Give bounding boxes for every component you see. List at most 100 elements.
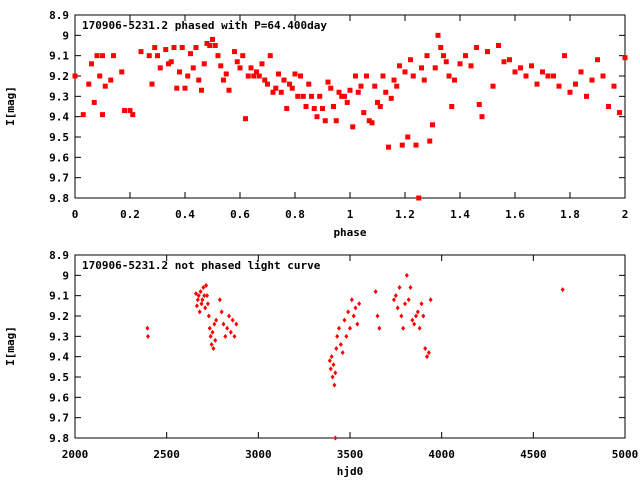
data-point bbox=[328, 366, 333, 372]
data-point bbox=[303, 104, 309, 109]
data-point bbox=[416, 195, 422, 201]
data-point bbox=[490, 83, 496, 89]
unphased-y-tick-label: 9.2 bbox=[49, 310, 69, 323]
unphased-x-tick-label: 3500 bbox=[337, 448, 364, 461]
data-point bbox=[145, 325, 150, 331]
unphased-x-axis-label: hjd0 bbox=[337, 465, 364, 478]
data-point bbox=[205, 293, 209, 299]
data-point bbox=[188, 51, 193, 57]
data-point bbox=[273, 85, 279, 91]
data-point bbox=[219, 309, 224, 315]
data-point bbox=[91, 99, 97, 105]
unphased-x-tick-label: 2000 bbox=[62, 448, 89, 461]
data-point bbox=[174, 85, 180, 91]
data-point bbox=[485, 49, 490, 55]
data-point bbox=[397, 285, 402, 291]
data-point bbox=[410, 73, 416, 79]
data-point bbox=[225, 325, 230, 331]
data-point bbox=[145, 333, 150, 339]
unphased-plot-frame bbox=[74, 254, 626, 439]
phased-y-ticks: 8.9 9 9.1 9.2 9.3 9.4 9.5 9.6 9.7 9.8 bbox=[49, 9, 625, 205]
data-point bbox=[213, 337, 218, 343]
phased-y-tick-label: 9.4 bbox=[49, 111, 69, 124]
phased-y-tick-label: 9.6 bbox=[49, 151, 69, 164]
phased-x-axis-label: phase bbox=[333, 226, 366, 239]
data-point bbox=[383, 89, 389, 95]
data-point bbox=[342, 93, 347, 99]
data-point bbox=[373, 289, 378, 295]
data-point bbox=[146, 53, 152, 59]
phased-x-tick-label: 0.2 bbox=[120, 208, 140, 221]
unphased-x-ticks: 2000 2500 3000 3500 4000 4500 5000 bbox=[62, 255, 639, 461]
data-point bbox=[419, 65, 424, 71]
data-point bbox=[202, 293, 207, 299]
data-point bbox=[234, 59, 240, 65]
data-point bbox=[595, 57, 600, 63]
data-point bbox=[208, 333, 213, 339]
data-point bbox=[193, 45, 199, 51]
data-point bbox=[347, 87, 353, 93]
data-point bbox=[194, 291, 198, 297]
data-point bbox=[199, 301, 204, 307]
data-point bbox=[245, 73, 251, 79]
data-point bbox=[72, 73, 78, 79]
data-point bbox=[201, 285, 206, 291]
data-point bbox=[295, 93, 301, 99]
phased-y-tick-label: 9.1 bbox=[49, 50, 69, 63]
data-point bbox=[622, 55, 628, 61]
data-point bbox=[111, 53, 116, 59]
data-point bbox=[212, 43, 218, 48]
data-point bbox=[254, 69, 259, 75]
data-point bbox=[86, 81, 92, 87]
data-point bbox=[232, 49, 237, 55]
phased-x-tick-label: 1.6 bbox=[505, 208, 525, 221]
data-point bbox=[333, 118, 339, 124]
data-point bbox=[426, 350, 431, 356]
data-point bbox=[589, 77, 595, 83]
data-point bbox=[223, 333, 228, 339]
data-point bbox=[177, 69, 182, 75]
phased-x-tick-label: 0.6 bbox=[230, 208, 250, 221]
data-point bbox=[463, 53, 468, 59]
data-point bbox=[545, 73, 551, 79]
data-point bbox=[534, 81, 540, 87]
data-point bbox=[412, 321, 417, 327]
data-point bbox=[523, 73, 529, 79]
data-point bbox=[476, 101, 482, 107]
data-point bbox=[361, 110, 367, 116]
data-point bbox=[300, 93, 306, 99]
data-point bbox=[212, 321, 217, 327]
data-point bbox=[240, 53, 246, 59]
data-point bbox=[403, 301, 407, 307]
data-point bbox=[127, 108, 133, 114]
data-point bbox=[421, 77, 427, 83]
data-point bbox=[393, 293, 398, 299]
data-point bbox=[339, 93, 345, 99]
phased-y-tick-label: 9.7 bbox=[49, 172, 69, 185]
data-point bbox=[468, 63, 474, 69]
data-point bbox=[421, 313, 426, 319]
phased-y-tick-label: 9.8 bbox=[49, 192, 69, 205]
unphased-data-points bbox=[145, 272, 565, 441]
data-point bbox=[404, 272, 409, 278]
unphased-x-tick-label: 5000 bbox=[612, 448, 639, 461]
data-point bbox=[611, 83, 617, 89]
phased-chart: 170906-5231.2 phased with P=64.400day ph… bbox=[4, 9, 628, 239]
unphased-y-tick-label: 9.8 bbox=[49, 432, 69, 445]
data-point bbox=[210, 329, 215, 335]
data-point bbox=[446, 73, 452, 79]
data-point bbox=[334, 346, 339, 352]
phased-plot-frame bbox=[74, 14, 626, 199]
data-point bbox=[366, 118, 372, 124]
data-point bbox=[355, 321, 360, 327]
data-point bbox=[197, 309, 202, 315]
data-point bbox=[284, 106, 290, 112]
data-point bbox=[408, 285, 413, 291]
data-point bbox=[350, 124, 356, 130]
data-point bbox=[414, 313, 418, 319]
data-point bbox=[355, 89, 361, 95]
data-point bbox=[399, 142, 405, 148]
phased-y-tick-label: 9 bbox=[62, 29, 69, 42]
data-point bbox=[205, 301, 210, 307]
